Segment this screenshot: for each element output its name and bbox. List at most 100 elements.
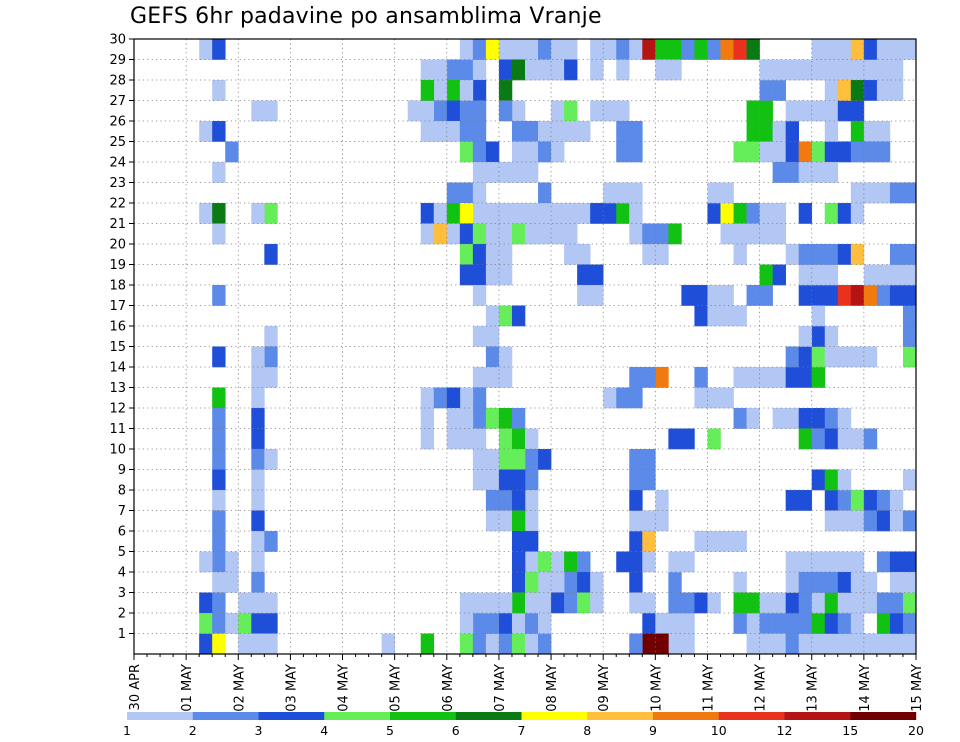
heatmap-cell [837, 408, 852, 429]
heatmap-cell [850, 592, 865, 614]
heatmap-cell [772, 141, 786, 163]
heatmap-cell [629, 531, 643, 552]
heatmap-cell [577, 551, 591, 573]
heatmap-cell [212, 510, 226, 532]
heatmap-cell [681, 428, 695, 450]
x-tick-label: 30 APR [128, 664, 143, 710]
heatmap-cell [824, 592, 839, 614]
heatmap-cell [902, 592, 917, 614]
y-tick-label: 28 [109, 74, 126, 89]
heatmap-cell [577, 264, 591, 286]
heatmap-cell [525, 203, 539, 224]
heatmap-cell [564, 244, 578, 265]
heatmap-cell [472, 613, 487, 634]
heatmap-cell [798, 59, 813, 81]
heatmap-cell [837, 285, 852, 306]
heatmap-cell [746, 367, 760, 388]
heatmap-cell [525, 121, 539, 142]
heatmap-cell [525, 39, 539, 60]
heatmap-cell [707, 285, 721, 306]
heatmap-cell [590, 203, 604, 224]
heatmap-cell [590, 39, 604, 60]
heatmap-cell [264, 633, 278, 655]
heatmap-cell [590, 264, 604, 286]
heatmap-cell [876, 182, 891, 204]
heatmap-cell [759, 80, 773, 101]
heatmap-cell [420, 223, 435, 245]
heatmap-cell [824, 59, 839, 81]
heatmap-cell [759, 633, 773, 655]
heatmap-cell [616, 141, 630, 163]
heatmap-cell [811, 469, 826, 491]
heatmap-cell [798, 408, 813, 429]
heatmap-cell [811, 326, 826, 347]
heatmap-cell [707, 305, 721, 327]
heatmap-cell [811, 592, 826, 614]
heatmap-cell [772, 80, 786, 101]
heatmap-cell [850, 633, 865, 655]
heatmap-cell [629, 223, 643, 245]
heatmap-cell [824, 633, 839, 655]
heatmap-cell [863, 428, 878, 450]
heatmap-cell [772, 367, 786, 388]
heatmap-cell [238, 633, 252, 655]
heatmap-cell [212, 285, 226, 306]
heatmap-cell [485, 39, 500, 60]
heatmap-cell [798, 244, 813, 265]
heatmap-cell [655, 613, 669, 634]
heatmap-cell [511, 203, 526, 224]
heatmap-cell [785, 141, 799, 163]
legend-swatch [784, 712, 851, 720]
heatmap-cell [538, 613, 552, 634]
heatmap-cell [472, 428, 487, 450]
heatmap-cell [785, 244, 799, 265]
heatmap-cell [850, 490, 865, 511]
heatmap-cell [655, 244, 669, 265]
x-tick-label: 12 MAY [754, 664, 769, 712]
heatmap-cell [746, 121, 760, 142]
y-tick-label: 16 [109, 320, 126, 335]
heatmap-cell [251, 490, 265, 511]
heatmap-cell [616, 551, 630, 573]
heatmap-cell [798, 613, 813, 634]
heatmap-cell [525, 59, 539, 81]
heatmap-cell [824, 572, 839, 593]
heatmap-cell [564, 121, 578, 142]
heatmap-cell [642, 39, 656, 60]
heatmap-cell [889, 244, 904, 265]
heatmap-cell [720, 203, 734, 224]
heatmap-cell [603, 387, 617, 409]
heatmap-cell [876, 121, 891, 142]
chart-title: GEFS 6hr padavine po ansamblima Vranje [130, 4, 602, 29]
heatmap-cell [642, 469, 656, 491]
heatmap-cell [472, 469, 487, 491]
heatmap-cell [889, 592, 904, 614]
heatmap-cell [472, 367, 487, 388]
heatmap-cell [212, 613, 226, 634]
heatmap-cell [642, 633, 656, 655]
heatmap-cell [264, 326, 278, 347]
heatmap-cell [668, 39, 682, 60]
y-tick-label: 22 [109, 197, 126, 212]
heatmap-cell [538, 449, 552, 470]
heatmap-cell [538, 121, 552, 142]
y-tick-label: 29 [109, 53, 126, 68]
heatmap-cell [212, 121, 226, 142]
heatmap-cell [212, 408, 226, 429]
heatmap-cell [420, 100, 435, 122]
heatmap-cell [616, 387, 630, 409]
heatmap-cell [212, 223, 226, 245]
heatmap-cell [798, 264, 813, 286]
heatmap-cell [433, 121, 448, 142]
heatmap-cell [525, 223, 539, 245]
heatmap-cell [407, 100, 422, 122]
heatmap-cell [212, 428, 226, 450]
heatmap-cell [707, 182, 721, 204]
heatmap-cell [538, 223, 552, 245]
heatmap-cell [863, 285, 878, 306]
heatmap-cell [733, 408, 747, 429]
heatmap-cell [511, 141, 526, 163]
heatmap-cell [759, 203, 773, 224]
heatmap-cell [863, 80, 878, 101]
heatmap-cell [824, 100, 839, 122]
